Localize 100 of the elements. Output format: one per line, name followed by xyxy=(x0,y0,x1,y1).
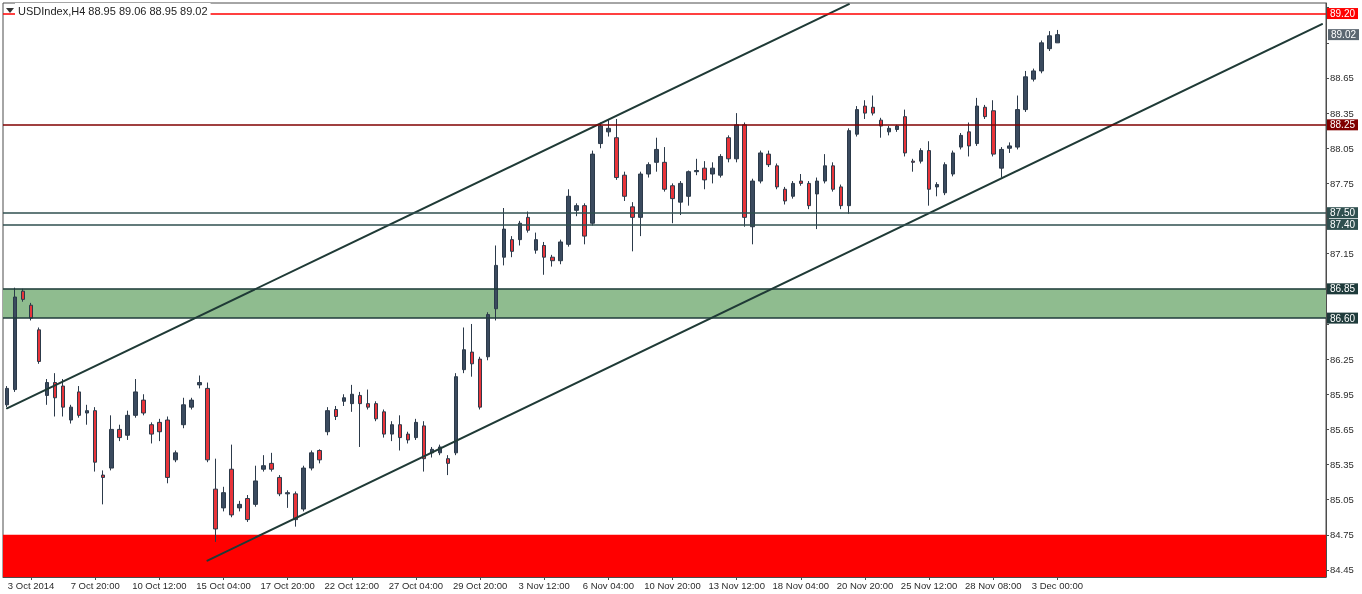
candlestick xyxy=(935,181,939,197)
candlestick xyxy=(558,239,563,265)
candlestick xyxy=(269,452,274,473)
candlestick xyxy=(542,241,546,276)
candlestick xyxy=(61,378,65,418)
candlestick xyxy=(117,424,122,442)
candlestick xyxy=(69,404,73,425)
y-tick-label: 88.35 xyxy=(1330,107,1354,119)
candlestick xyxy=(181,397,186,429)
candlestick xyxy=(157,418,162,442)
candlestick xyxy=(991,99,996,157)
candlestick xyxy=(414,418,418,441)
x-tick-label: 6 Nov 04:00 xyxy=(582,579,634,591)
candlestick xyxy=(702,160,707,190)
candlestick xyxy=(1015,95,1020,150)
candlestick xyxy=(694,158,699,176)
candlestick xyxy=(646,161,651,179)
candlestick xyxy=(662,146,667,193)
candlestick xyxy=(189,397,194,410)
candlestick xyxy=(742,121,747,228)
candlestick xyxy=(943,161,947,196)
candlestick xyxy=(358,391,362,448)
candlestick xyxy=(109,414,114,471)
x-tick-label: 13 Nov 12:00 xyxy=(708,579,765,591)
candlestick xyxy=(590,150,595,227)
candlestick xyxy=(141,393,146,416)
candlestick xyxy=(261,454,266,473)
x-tick-label: 18 Nov 04:00 xyxy=(772,579,830,591)
candlestick xyxy=(374,400,378,422)
y-tick-label: 88.65 xyxy=(1330,72,1354,84)
candlestick xyxy=(839,184,843,210)
candlestick xyxy=(317,448,322,464)
candlestick xyxy=(670,182,675,224)
y-tick-label: 87.75 xyxy=(1330,177,1354,189)
candlestick xyxy=(197,375,202,389)
candlestick xyxy=(614,118,619,181)
ref-line-label: 86.85 xyxy=(1330,283,1356,295)
candlestick xyxy=(863,99,867,120)
x-tick-label: 3 Nov 12:00 xyxy=(518,579,570,591)
candlestick xyxy=(406,431,410,444)
candlestick xyxy=(37,326,41,365)
candlestick xyxy=(446,454,450,476)
candlestick xyxy=(766,150,771,168)
candlestick xyxy=(686,170,691,207)
candlestick xyxy=(574,202,579,217)
candlestick xyxy=(999,146,1004,179)
candlestick xyxy=(77,385,81,419)
candlestick xyxy=(638,171,643,237)
candlestick xyxy=(983,104,987,120)
x-tick-label: 28 Nov 08:00 xyxy=(964,579,1022,591)
candlestick xyxy=(654,137,659,173)
candlestick xyxy=(815,177,819,230)
y-tick-label: 84.75 xyxy=(1330,529,1354,541)
candlestick xyxy=(486,311,490,361)
x-tick-label: 27 Oct 04:00 xyxy=(388,579,444,591)
candlestick xyxy=(293,490,298,528)
y-tick-label: 85.65 xyxy=(1330,423,1354,435)
candlestick xyxy=(726,134,731,163)
y-tick-label: 88.05 xyxy=(1330,142,1354,154)
candlestick xyxy=(382,408,386,439)
ref-line-label: 87.40 xyxy=(1330,218,1356,230)
candlestick xyxy=(550,254,555,268)
candlestick xyxy=(823,153,827,184)
candlestick xyxy=(750,178,755,245)
candlestick xyxy=(606,119,611,138)
x-tick-label: 22 Oct 12:00 xyxy=(324,579,379,591)
candlestick xyxy=(566,188,571,248)
candlestick xyxy=(93,406,97,473)
candlestick xyxy=(422,420,426,473)
x-tick-label: 10 Nov 20:00 xyxy=(644,579,701,591)
candlestick xyxy=(133,378,138,419)
candlestick xyxy=(919,147,923,164)
candlestick xyxy=(927,140,931,207)
candlestick xyxy=(734,112,739,163)
candlestick xyxy=(895,124,899,133)
candlestick xyxy=(285,489,290,509)
candlestick xyxy=(350,384,354,413)
candlestick xyxy=(903,109,907,157)
candlestick xyxy=(5,385,9,408)
candlestick xyxy=(791,180,795,200)
x-tick-label: 3 Dec 00:00 xyxy=(1031,579,1084,591)
candlestick xyxy=(871,95,875,116)
candlestick xyxy=(390,420,394,442)
ref-line-label: 89.20 xyxy=(1330,8,1356,20)
x-tick-label: 10 Oct 12:00 xyxy=(132,579,187,591)
candlestick xyxy=(807,180,811,210)
candlestick xyxy=(951,150,955,177)
candlestick xyxy=(855,105,859,138)
candlestick xyxy=(534,232,538,255)
candlestick xyxy=(1031,68,1036,82)
candlestick xyxy=(887,125,891,136)
candlestick xyxy=(775,162,779,190)
candlestick xyxy=(13,287,17,393)
candlestick xyxy=(213,458,218,543)
candlestick xyxy=(847,127,851,215)
x-tick-label: 15 Oct 04:00 xyxy=(196,579,251,591)
candlestick xyxy=(245,494,250,523)
candlestick xyxy=(149,421,154,444)
candlestick xyxy=(277,474,282,497)
candlestick xyxy=(911,158,915,173)
